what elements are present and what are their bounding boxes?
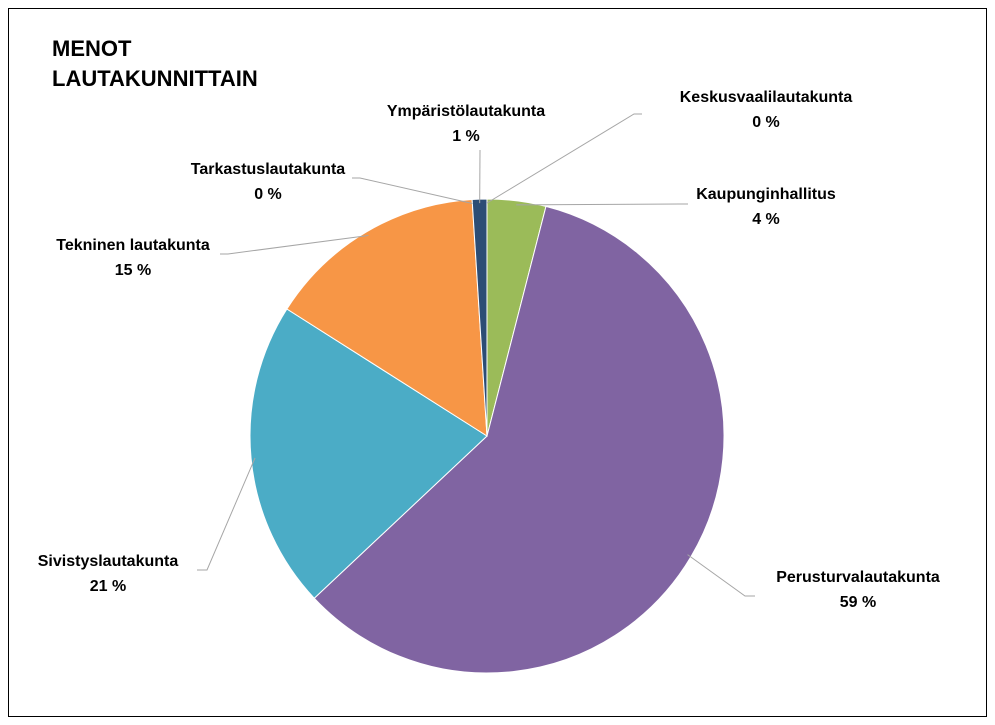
leader-line	[220, 234, 369, 255]
data-label-value: 0 %	[254, 186, 282, 203]
data-label-value: 1 %	[452, 128, 480, 145]
leader-line	[197, 457, 256, 571]
data-label-name: Ympäristölautakunta	[387, 103, 545, 120]
data-label-value: 59 %	[840, 594, 876, 611]
pie-slice	[286, 198, 488, 437]
data-label-name: Tarkastuslautakunta	[191, 161, 346, 178]
data-label-name: Perusturvalautakunta	[776, 569, 940, 586]
pie-slice	[249, 308, 488, 599]
chart-title: MENOT LAUTAKUNNITTAIN	[52, 36, 258, 91]
data-label-name: Tekninen lautakunta	[56, 237, 210, 254]
leader-line	[516, 203, 688, 206]
data-label-name: Keskusvaalilautakunta	[680, 89, 853, 106]
data-label-value: 4 %	[752, 211, 780, 228]
data-label-value: 0 %	[752, 114, 780, 131]
data-label-value: 15 %	[115, 262, 151, 279]
leader-line	[486, 113, 642, 204]
leader-line	[687, 554, 755, 597]
data-label-name: Kaupunginhallitus	[696, 186, 836, 203]
data-label-value: 21 %	[90, 578, 126, 595]
data-label-name: Sivistyslautakunta	[38, 553, 179, 570]
leader-line	[352, 177, 473, 204]
